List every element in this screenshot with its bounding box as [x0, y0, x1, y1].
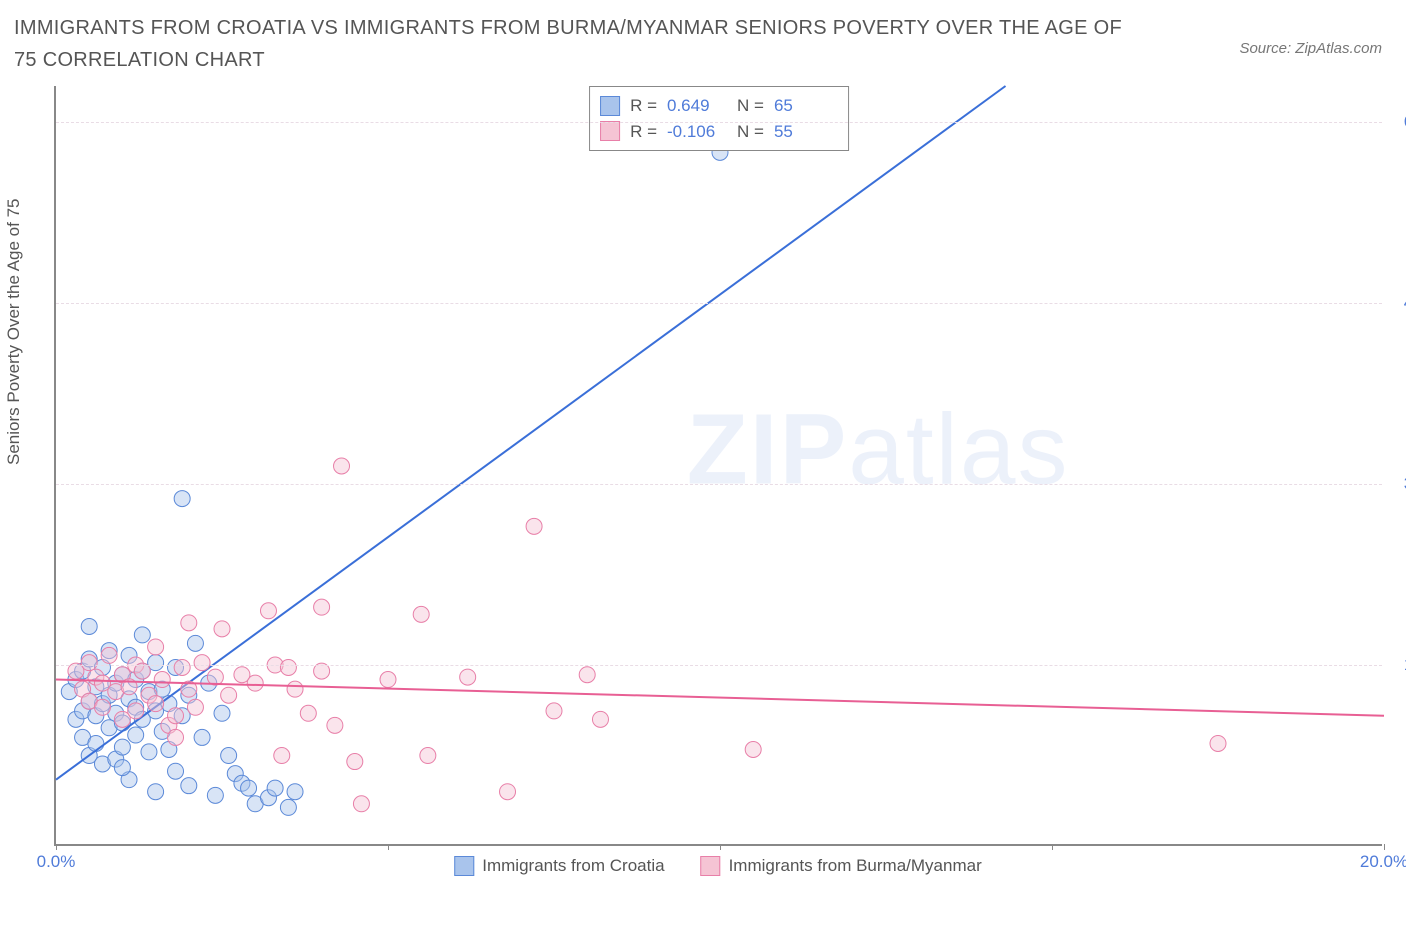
- trend-line-croatia: [56, 86, 1006, 780]
- data-point-croatia: [134, 627, 150, 643]
- data-point-croatia: [174, 491, 190, 507]
- series-legend: Immigrants from Croatia Immigrants from B…: [454, 856, 982, 876]
- stats-legend: R =0.649N =65R =-0.106N =55: [589, 86, 849, 151]
- data-point-croatia: [128, 727, 144, 743]
- y-tick-label: 15.0%: [1392, 655, 1406, 675]
- data-point-burma: [194, 655, 210, 671]
- x-tick-mark: [1052, 844, 1053, 850]
- plot-area: ZIPatlas R =0.649N =65R =-0.106N =55 15.…: [54, 86, 1382, 846]
- data-point-burma: [280, 659, 296, 675]
- data-point-burma: [154, 672, 170, 688]
- x-tick-label: 20.0%: [1360, 852, 1406, 872]
- data-point-croatia: [207, 787, 223, 803]
- data-point-burma: [1210, 735, 1226, 751]
- legend-item-burma: Immigrants from Burma/Myanmar: [701, 856, 982, 876]
- data-point-burma: [592, 711, 608, 727]
- data-point-burma: [81, 655, 97, 671]
- data-point-burma: [500, 784, 516, 800]
- data-point-burma: [334, 458, 350, 474]
- data-point-croatia: [287, 784, 303, 800]
- data-point-burma: [380, 672, 396, 688]
- data-point-croatia: [221, 748, 237, 764]
- gridline-horizontal: [56, 665, 1382, 666]
- data-point-burma: [327, 717, 343, 733]
- data-point-burma: [221, 687, 237, 703]
- data-point-croatia: [267, 780, 283, 796]
- r-label: R =: [630, 93, 657, 119]
- data-point-croatia: [114, 739, 130, 755]
- y-axis-title: Seniors Poverty Over the Age of 75: [4, 199, 24, 465]
- x-tick-mark: [1384, 844, 1385, 850]
- data-point-burma: [347, 754, 363, 770]
- data-point-burma: [413, 606, 429, 622]
- x-tick-label: 0.0%: [37, 852, 76, 872]
- data-point-burma: [148, 639, 164, 655]
- source-attribution: Source: ZipAtlas.com: [1239, 12, 1382, 57]
- data-point-burma: [300, 705, 316, 721]
- data-point-burma: [546, 703, 562, 719]
- y-tick-label: 60.0%: [1392, 112, 1406, 132]
- chart-title: IMMIGRANTS FROM CROATIA VS IMMIGRANTS FR…: [14, 12, 1134, 76]
- data-point-burma: [420, 748, 436, 764]
- data-point-burma: [207, 669, 223, 685]
- gridline-horizontal: [56, 122, 1382, 123]
- gridline-horizontal: [56, 303, 1382, 304]
- data-point-croatia: [280, 799, 296, 815]
- data-point-burma: [187, 699, 203, 715]
- data-point-croatia: [181, 778, 197, 794]
- swatch-burma: [701, 856, 721, 876]
- data-point-croatia: [148, 784, 164, 800]
- data-point-burma: [181, 615, 197, 631]
- swatch-croatia: [600, 96, 620, 116]
- data-point-burma: [168, 708, 184, 724]
- x-tick-mark: [388, 844, 389, 850]
- data-point-croatia: [81, 618, 97, 634]
- data-point-burma: [101, 647, 117, 663]
- legend-label-burma: Immigrants from Burma/Myanmar: [729, 856, 982, 876]
- data-point-croatia: [214, 705, 230, 721]
- legend-label-croatia: Immigrants from Croatia: [482, 856, 664, 876]
- data-point-croatia: [194, 729, 210, 745]
- data-point-burma: [287, 681, 303, 697]
- stats-row-croatia: R = 0.649 N = 65: [600, 93, 834, 119]
- scatter-svg: [56, 86, 1382, 844]
- data-point-burma: [94, 699, 110, 715]
- data-point-burma: [168, 729, 184, 745]
- r-value-croatia: 0.649: [667, 93, 727, 119]
- data-point-burma: [214, 621, 230, 637]
- gridline-horizontal: [56, 484, 1382, 485]
- data-point-burma: [260, 603, 276, 619]
- data-point-burma: [314, 599, 330, 615]
- data-point-burma: [274, 748, 290, 764]
- data-point-burma: [353, 796, 369, 812]
- data-point-burma: [247, 675, 263, 691]
- data-point-burma: [174, 659, 190, 675]
- data-point-croatia: [88, 735, 104, 751]
- n-value-croatia: 65: [774, 93, 834, 119]
- trend-line-burma: [56, 680, 1384, 716]
- n-label: N =: [737, 93, 764, 119]
- y-tick-label: 30.0%: [1392, 474, 1406, 494]
- data-point-croatia: [168, 763, 184, 779]
- y-tick-label: 45.0%: [1392, 293, 1406, 313]
- legend-item-croatia: Immigrants from Croatia: [454, 856, 664, 876]
- data-point-croatia: [114, 760, 130, 776]
- swatch-burma: [600, 121, 620, 141]
- data-point-burma: [128, 703, 144, 719]
- x-tick-mark: [56, 844, 57, 850]
- data-point-burma: [526, 518, 542, 534]
- data-point-croatia: [187, 635, 203, 651]
- data-point-burma: [148, 696, 164, 712]
- data-point-burma: [745, 741, 761, 757]
- x-tick-mark: [720, 844, 721, 850]
- swatch-croatia: [454, 856, 474, 876]
- data-point-burma: [460, 669, 476, 685]
- data-point-burma: [579, 667, 595, 683]
- data-point-croatia: [141, 744, 157, 760]
- data-point-croatia: [241, 780, 257, 796]
